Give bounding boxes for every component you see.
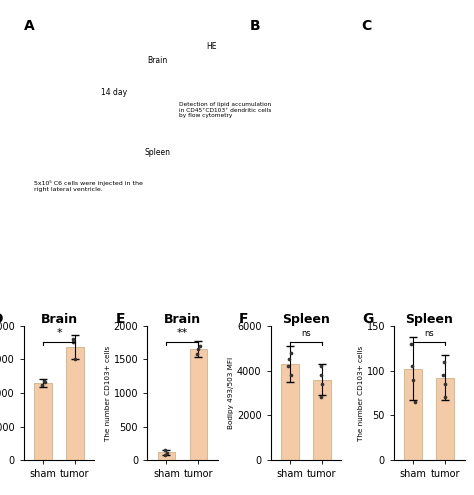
Text: HE: HE xyxy=(207,43,217,51)
Text: 14 day: 14 day xyxy=(101,88,127,97)
Text: ns: ns xyxy=(424,329,434,338)
Title: Spleen: Spleen xyxy=(282,313,330,326)
Point xyxy=(285,355,293,363)
Point xyxy=(161,451,168,459)
Text: Brain: Brain xyxy=(147,56,167,65)
Point xyxy=(287,348,295,356)
Text: Spleen: Spleen xyxy=(144,148,170,156)
Text: **: ** xyxy=(177,328,188,338)
Point xyxy=(441,380,449,388)
Point xyxy=(196,342,204,350)
Point xyxy=(318,394,325,401)
Y-axis label: The number CD103+ cells: The number CD103+ cells xyxy=(105,346,111,441)
Text: A: A xyxy=(24,19,35,34)
Text: *: * xyxy=(56,328,62,338)
Bar xyxy=(437,378,454,460)
Bar xyxy=(157,452,175,460)
Y-axis label: Bodipy 493/503 MFI: Bodipy 493/503 MFI xyxy=(228,357,234,429)
Point xyxy=(439,371,447,379)
Y-axis label: The number CD103+ cells: The number CD103+ cells xyxy=(358,346,364,441)
Text: C: C xyxy=(361,19,372,34)
Point xyxy=(163,449,171,457)
Point xyxy=(38,381,46,389)
Point xyxy=(318,371,325,379)
Point xyxy=(318,362,325,370)
Point xyxy=(41,378,49,386)
Bar xyxy=(281,364,299,460)
Point xyxy=(441,394,449,401)
Bar xyxy=(313,380,331,460)
Text: 5x10⁵ C6 cells were injected in the
right lateral ventricle.: 5x10⁵ C6 cells were injected in the righ… xyxy=(35,180,143,192)
Bar xyxy=(190,349,207,460)
Bar xyxy=(34,383,52,460)
Point xyxy=(194,345,201,352)
Point xyxy=(193,350,201,358)
Text: B: B xyxy=(249,19,260,34)
Text: Detection of lipid accumulation
in CD45⁺CD103⁺ dendritic cells
by flow cytometry: Detection of lipid accumulation in CD45⁺… xyxy=(179,102,271,118)
Title: Spleen: Spleen xyxy=(405,313,453,326)
Text: ns: ns xyxy=(301,329,310,338)
Point xyxy=(409,362,416,370)
Text: E: E xyxy=(115,312,125,326)
Point xyxy=(40,377,48,385)
Text: F: F xyxy=(239,312,248,326)
Text: G: G xyxy=(362,312,374,326)
Title: Brain: Brain xyxy=(40,313,78,326)
Point xyxy=(440,357,447,365)
Bar xyxy=(404,369,422,460)
Point xyxy=(408,340,415,347)
Title: Brain: Brain xyxy=(164,313,201,326)
Point xyxy=(72,355,79,363)
Point xyxy=(319,380,326,388)
Point xyxy=(411,398,419,406)
Text: D: D xyxy=(0,312,3,326)
Point xyxy=(70,335,77,343)
Point xyxy=(70,339,77,346)
Point xyxy=(288,371,295,379)
Bar xyxy=(66,347,84,460)
Point xyxy=(161,446,169,454)
Point xyxy=(410,376,417,384)
Point xyxy=(284,362,292,370)
